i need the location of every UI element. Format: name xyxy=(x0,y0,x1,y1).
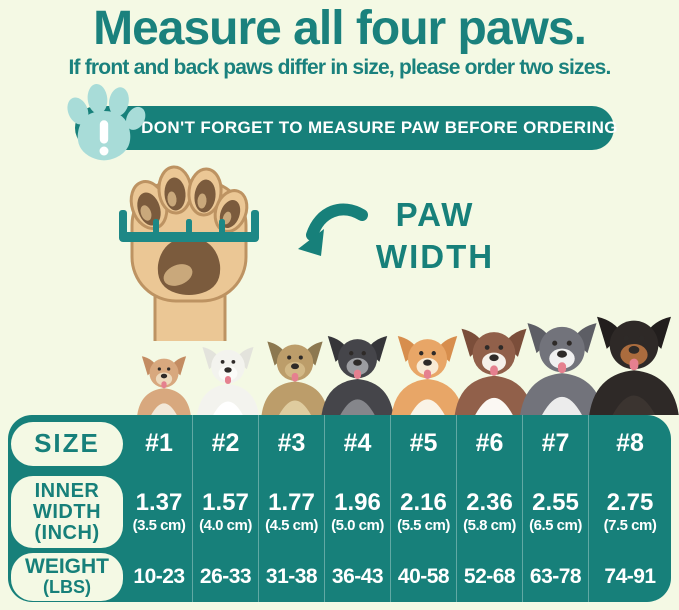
weight-cell-4: 36-43 xyxy=(324,552,390,602)
inner-width-cell-1: 1.37 (3.5 cm) xyxy=(132,488,186,534)
reminder-banner: DON'T FORGET TO MEASURE PAW BEFORE ORDER… xyxy=(75,106,618,150)
paw-width-label-line2: WIDTH xyxy=(375,238,495,275)
weight-cell-8: 74-91 xyxy=(588,552,671,602)
size-cell-6: #6 xyxy=(456,415,522,472)
size-chart-table: SIZE #1 #2 #3 #4 #5 #6 #7 #8 INNER WIDTH… xyxy=(8,415,671,602)
weight-cell-5: 40-58 xyxy=(390,552,456,602)
reminder-banner-text: DON'T FORGET TO MEASURE PAW BEFORE ORDER… xyxy=(141,118,618,137)
inner-width-cell-4: 1.96 (5.0 cm) xyxy=(324,472,390,552)
size-cell-5: #5 xyxy=(390,415,456,472)
inner-width-cell-8: 2.75 (7.5 cm) xyxy=(588,472,671,552)
inner-width-cell-3: 1.77 (4.5 cm) xyxy=(258,472,324,552)
paw-alert-icon xyxy=(67,83,146,161)
inner-width-label-pill: INNER WIDTH (INCH) xyxy=(11,476,123,548)
size-cell-2: #2 xyxy=(192,415,258,472)
paw-measurement-illustration xyxy=(119,165,259,341)
paw-width-label-line1: PAW xyxy=(395,196,475,233)
ruler-icon xyxy=(119,210,259,242)
paw-width-label: PAW WIDTH xyxy=(355,194,515,278)
size-cell-4: #4 xyxy=(324,415,390,472)
dog-image-bichon-frise xyxy=(194,341,262,415)
size-cell-7: #7 xyxy=(522,415,588,472)
size-cell-8: #8 xyxy=(588,415,671,472)
weight-cell-7: 63-78 xyxy=(522,552,588,602)
weight-cell-3: 31-38 xyxy=(258,552,324,602)
arrow-left-icon xyxy=(298,203,368,256)
inner-width-cell-7: 2.55 (6.5 cm) xyxy=(522,472,588,552)
dog-image-miniature-schnauzer xyxy=(318,329,397,415)
inner-width-cell-5: 2.16 (5.5 cm) xyxy=(390,472,456,552)
weight-cell-1: 10-23 xyxy=(133,565,185,588)
weight-cell-6: 52-68 xyxy=(456,552,522,602)
weight-label-pill: WEIGHT (LBS) xyxy=(11,553,123,601)
dog-image-rottweiler xyxy=(585,308,679,415)
dog-image-chihuahua xyxy=(134,351,194,415)
size-cell-1: #1 xyxy=(145,429,173,457)
exclamation-icon xyxy=(99,120,109,144)
inner-width-cell-6: 2.36 (5.8 cm) xyxy=(456,472,522,552)
inner-width-cell-2: 1.57 (4.0 cm) xyxy=(192,472,258,552)
page-subtitle: If front and back paws differ in size, p… xyxy=(68,56,611,79)
size-cell-3: #3 xyxy=(258,415,324,472)
weight-cell-2: 26-33 xyxy=(192,552,258,602)
size-row-header: SIZE xyxy=(8,415,126,472)
size-label-pill: SIZE xyxy=(11,421,123,466)
page-title: Measure all four paws. xyxy=(93,2,587,55)
inner-width-row-header: INNER WIDTH (INCH) xyxy=(8,472,126,552)
weight-row-header: WEIGHT (LBS) xyxy=(8,552,126,602)
